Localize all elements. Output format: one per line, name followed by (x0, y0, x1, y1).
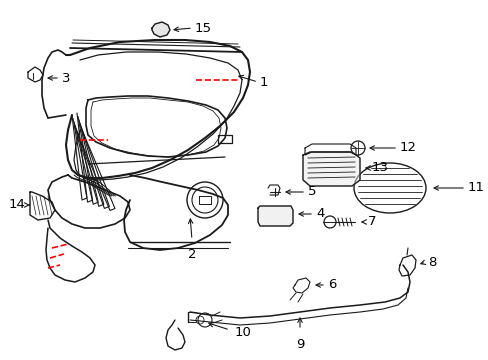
Text: 3: 3 (62, 72, 70, 85)
Text: 6: 6 (327, 279, 336, 292)
Text: 15: 15 (195, 22, 212, 35)
Polygon shape (303, 152, 359, 186)
Text: 14: 14 (8, 198, 25, 211)
Text: 10: 10 (235, 325, 251, 338)
Text: 8: 8 (427, 256, 435, 269)
Text: 13: 13 (371, 162, 388, 175)
Text: 9: 9 (295, 338, 304, 351)
Text: 2: 2 (187, 248, 196, 261)
Text: 11: 11 (467, 181, 484, 194)
Text: 1: 1 (260, 76, 268, 89)
Polygon shape (152, 22, 170, 37)
Text: 4: 4 (315, 207, 324, 220)
Text: 12: 12 (399, 141, 416, 154)
Text: 5: 5 (307, 185, 316, 198)
Polygon shape (258, 206, 292, 226)
Text: 7: 7 (367, 216, 376, 229)
